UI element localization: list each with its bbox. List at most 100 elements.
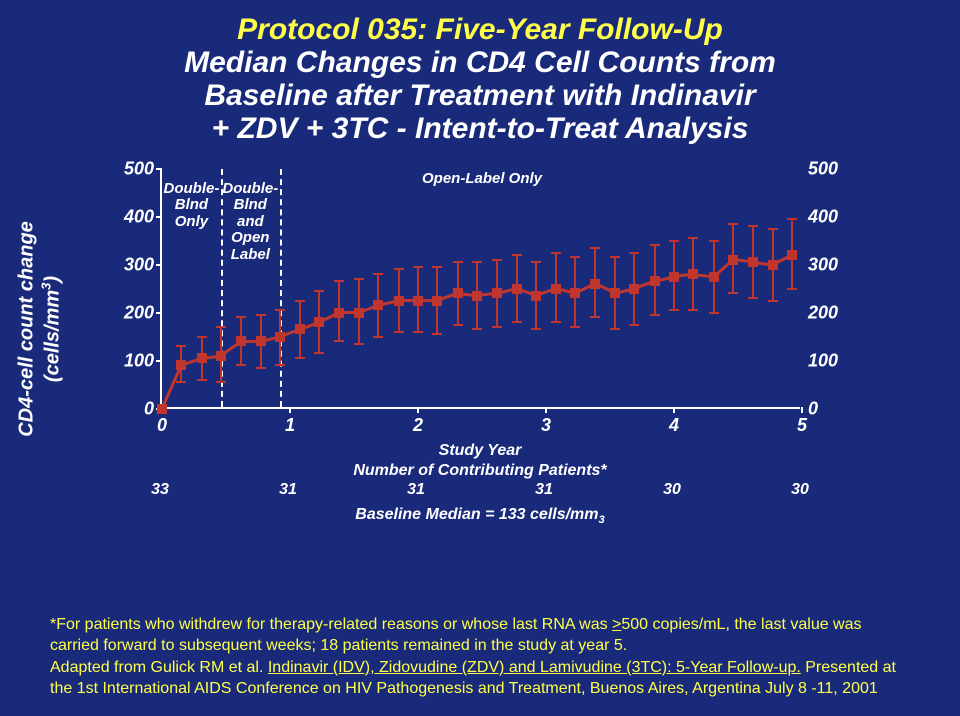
error-cap [551,321,561,323]
data-marker [256,336,266,346]
data-marker [492,288,502,298]
error-cap [768,300,778,302]
error-cap [394,268,404,270]
error-cap [295,357,305,359]
contributing-label: Number of Contributing Patients* [160,461,800,481]
ylabel-2a: (cells/mm [41,289,63,381]
y-axis-label: CD4-cell count change (cells/mm3) [16,221,65,437]
error-cap [709,312,719,314]
y-tick-label-left: 300 [124,254,154,275]
fn-ul1: > [612,616,621,633]
data-marker [373,300,383,310]
error-cap [176,381,186,383]
error-cap [787,218,797,220]
x-tick-label: 5 [797,415,807,436]
phase-label: Open-Label Only [422,171,542,188]
error-cap [570,256,580,258]
data-marker [688,269,698,279]
y-tick-mark [156,216,162,218]
phase-label: Double-BlndandOpenLabel [222,181,278,264]
data-marker [413,296,423,306]
contributing-n: 31 [407,481,425,499]
x-tick-mark [289,407,291,413]
y-tick-label-right: 300 [808,254,838,275]
data-marker [176,360,186,370]
error-cap [472,261,482,263]
error-cap [551,252,561,254]
data-marker [314,317,324,327]
error-cap [432,266,442,268]
baseline-label: Baseline Median = 133 cells/mm3 [355,506,604,523]
y-tick-label-left: 400 [124,206,154,227]
title-line-3: Baseline after Treatment with Indinavir [40,79,920,112]
error-cap [295,300,305,302]
x-tick-mark [673,407,675,413]
data-marker [394,296,404,306]
data-marker [709,272,719,282]
error-cap [236,364,246,366]
error-cap [688,309,698,311]
error-cap [748,225,758,227]
title-line-4: + ZDV + 3TC - Intent-to-Treat Analysis [40,112,920,145]
data-marker [432,296,442,306]
error-cap [650,244,660,246]
data-marker [629,284,639,294]
error-cap [216,326,226,328]
data-marker [197,353,207,363]
error-cap [531,261,541,263]
error-cap [256,314,266,316]
title-line-2: Median Changes in CD4 Cell Counts from [40,46,920,79]
error-cap [334,340,344,342]
y-tick-label-left: 500 [124,158,154,179]
ylabel-2b: ) [41,275,63,282]
contributing-n: 31 [279,481,297,499]
data-marker [590,279,600,289]
error-cap [709,240,719,242]
error-cap [748,297,758,299]
title-block: Protocol 035: Five-Year Follow-Up Median… [0,0,960,151]
error-cap [373,273,383,275]
error-cap [354,278,364,280]
y-tick-label-right: 500 [808,158,838,179]
error-cap [688,237,698,239]
error-cap [197,336,207,338]
data-marker [531,291,541,301]
data-marker [453,288,463,298]
y-tick-label-right: 0 [808,398,818,419]
data-marker [787,250,797,260]
error-cap [610,328,620,330]
error-cap [236,316,246,318]
error-cap [512,321,522,323]
contributing-n: 31 [535,481,553,499]
data-marker [216,351,226,361]
error-cap [197,379,207,381]
x-axis-label: Study Year [160,441,800,461]
error-cap [314,290,324,292]
error-cap [728,292,738,294]
fn-2a: Adapted from Gulick RM et al. [50,659,268,676]
error-cap [629,252,639,254]
error-cap [768,228,778,230]
y-tick-mark [156,168,162,170]
fn-1: *For patients who withdrew for therapy-r… [50,616,612,633]
x-tick-mark [417,407,419,413]
data-marker [669,272,679,282]
x-tick-label: 3 [541,415,551,436]
y-tick-mark [156,312,162,314]
fn-2u: Indinavir (IDV), Zidovudine (ZDV) and La… [268,659,801,676]
error-cap [413,331,423,333]
y-tick-mark [156,360,162,362]
data-marker [570,288,580,298]
error-cap [314,352,324,354]
phase-label: Double-BlndOnly [164,181,220,231]
footnote: *For patients who withdrew for therapy-r… [50,614,910,700]
title-line-1: Protocol 035: Five-Year Follow-Up [40,14,920,46]
error-cap [512,254,522,256]
data-marker [275,332,285,342]
error-cap [610,256,620,258]
data-marker [236,336,246,346]
error-cap [453,324,463,326]
error-cap [354,343,364,345]
data-marker [728,255,738,265]
y-tick-label-right: 400 [808,206,838,227]
